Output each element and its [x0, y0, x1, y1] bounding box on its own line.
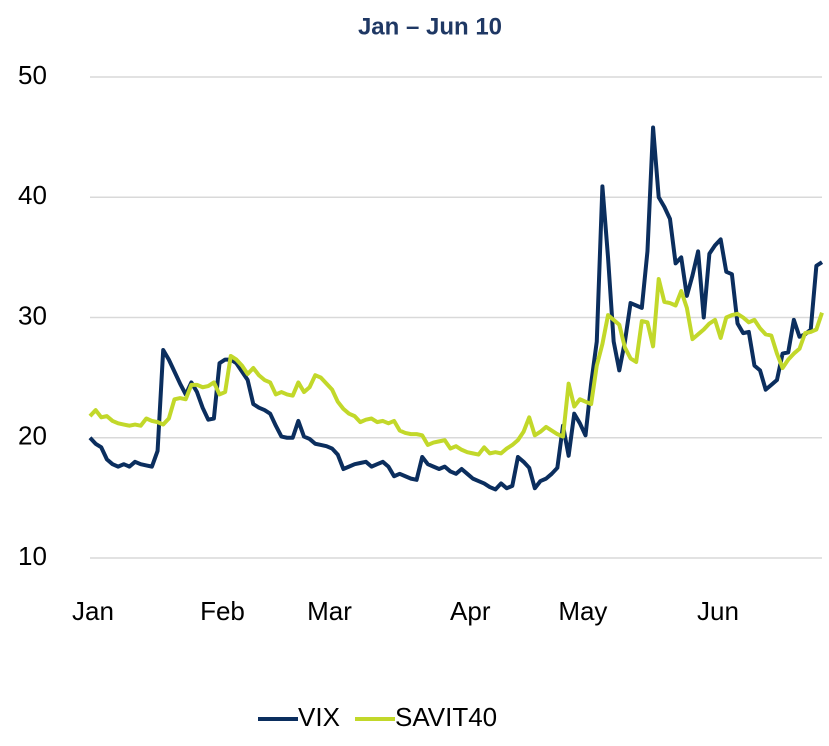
line-series	[88, 125, 824, 492]
y-tick-label: 30	[18, 300, 47, 330]
chart-title: Jan – Jun 10	[358, 13, 502, 40]
legend-label: SAVIT40	[395, 702, 497, 732]
line-series	[88, 277, 824, 457]
x-tick-label: Mar	[307, 596, 352, 626]
y-tick-label: 20	[18, 421, 47, 451]
x-tick-label: May	[558, 596, 607, 626]
x-tick-label: Feb	[200, 596, 245, 626]
y-tick-label: 50	[18, 60, 47, 90]
x-tick-label: Jun	[697, 596, 739, 626]
x-tick-label: Apr	[450, 596, 491, 626]
legend-label: VIX	[298, 702, 340, 732]
y-tick-label: 40	[18, 180, 47, 210]
y-tick-label: 10	[18, 541, 47, 571]
x-tick-label: Jan	[72, 596, 114, 626]
